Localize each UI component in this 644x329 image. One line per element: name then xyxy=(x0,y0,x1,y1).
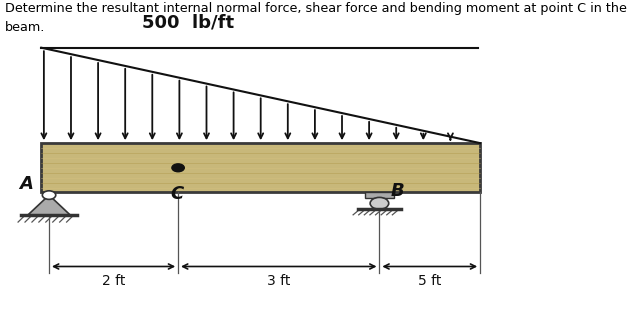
Text: beam.: beam. xyxy=(5,21,46,35)
Text: B: B xyxy=(391,182,404,200)
Circle shape xyxy=(172,164,184,172)
Text: 3 ft: 3 ft xyxy=(267,274,290,288)
Text: 2 ft: 2 ft xyxy=(102,274,126,288)
Text: 500  lb/ft: 500 lb/ft xyxy=(142,13,234,31)
Text: Determine the resultant internal normal force, shear force and bending moment at: Determine the resultant internal normal … xyxy=(5,2,627,15)
Polygon shape xyxy=(27,195,71,215)
Circle shape xyxy=(370,197,389,209)
Text: A: A xyxy=(19,175,33,193)
Circle shape xyxy=(43,191,56,199)
Text: 5 ft: 5 ft xyxy=(418,274,441,288)
Bar xyxy=(365,192,394,198)
Bar xyxy=(41,143,480,192)
Text: C: C xyxy=(170,185,183,203)
